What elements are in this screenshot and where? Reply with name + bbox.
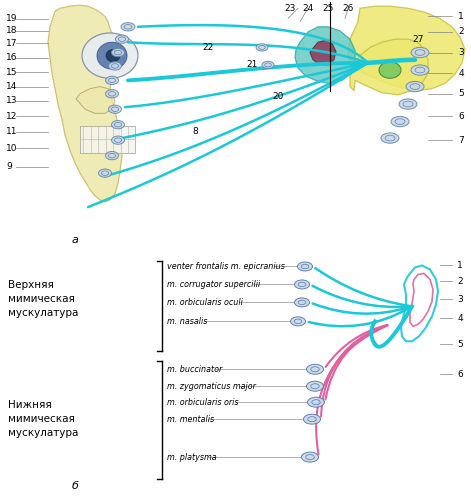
Ellipse shape bbox=[82, 33, 138, 78]
Text: 2: 2 bbox=[457, 277, 463, 286]
Ellipse shape bbox=[106, 49, 120, 62]
Ellipse shape bbox=[106, 76, 119, 84]
Text: 4: 4 bbox=[458, 69, 464, 78]
Text: 21: 21 bbox=[246, 60, 258, 69]
Text: 26: 26 bbox=[342, 4, 354, 13]
Text: 1: 1 bbox=[458, 12, 464, 21]
Text: Верхняя
мимическая
мускулатура: Верхняя мимическая мускулатура bbox=[8, 280, 78, 318]
Text: 9: 9 bbox=[6, 163, 12, 172]
Ellipse shape bbox=[379, 62, 401, 78]
Ellipse shape bbox=[256, 44, 268, 51]
Ellipse shape bbox=[262, 61, 274, 68]
Text: 4: 4 bbox=[457, 314, 463, 323]
Ellipse shape bbox=[411, 65, 429, 75]
Text: m. buccinator: m. buccinator bbox=[167, 365, 222, 374]
Text: 3: 3 bbox=[457, 295, 463, 304]
Text: 18: 18 bbox=[6, 26, 17, 35]
Text: 8: 8 bbox=[192, 127, 198, 136]
Ellipse shape bbox=[294, 298, 309, 307]
Text: m. nasalis: m. nasalis bbox=[167, 317, 207, 326]
Text: 5: 5 bbox=[457, 340, 463, 349]
Ellipse shape bbox=[381, 133, 399, 143]
Ellipse shape bbox=[108, 105, 122, 113]
Text: 22: 22 bbox=[203, 43, 214, 52]
Text: m. mentalis: m. mentalis bbox=[167, 415, 214, 424]
Ellipse shape bbox=[301, 452, 318, 462]
Text: 24: 24 bbox=[302, 4, 314, 13]
Polygon shape bbox=[295, 27, 355, 83]
Ellipse shape bbox=[294, 280, 309, 289]
Text: m. zygomaticus major: m. zygomaticus major bbox=[167, 382, 256, 391]
Text: 1: 1 bbox=[457, 261, 463, 270]
Ellipse shape bbox=[112, 136, 124, 144]
Polygon shape bbox=[48, 5, 122, 202]
Polygon shape bbox=[350, 39, 428, 95]
Ellipse shape bbox=[106, 152, 119, 160]
Polygon shape bbox=[76, 86, 115, 113]
Text: а: а bbox=[72, 235, 79, 245]
Ellipse shape bbox=[121, 22, 135, 31]
Text: m. orbicularis oculi: m. orbicularis oculi bbox=[167, 298, 243, 307]
Text: m. corrugator supercilii: m. corrugator supercilii bbox=[167, 280, 260, 289]
Polygon shape bbox=[310, 40, 336, 65]
Text: 17: 17 bbox=[6, 39, 17, 48]
Text: 14: 14 bbox=[6, 82, 17, 91]
Ellipse shape bbox=[308, 397, 325, 407]
Ellipse shape bbox=[291, 317, 306, 326]
Text: m. platysma: m. platysma bbox=[167, 453, 217, 462]
Ellipse shape bbox=[411, 47, 429, 58]
Ellipse shape bbox=[391, 116, 409, 127]
Ellipse shape bbox=[97, 42, 127, 69]
Text: 16: 16 bbox=[6, 53, 17, 62]
Text: 6: 6 bbox=[457, 370, 463, 379]
Text: 11: 11 bbox=[6, 127, 17, 136]
Ellipse shape bbox=[106, 90, 119, 98]
Polygon shape bbox=[348, 6, 465, 91]
Ellipse shape bbox=[112, 121, 124, 129]
Ellipse shape bbox=[406, 81, 424, 92]
Text: venter frontalis m. epicranius: venter frontalis m. epicranius bbox=[167, 262, 285, 271]
Text: 23: 23 bbox=[284, 4, 296, 13]
Ellipse shape bbox=[108, 62, 122, 70]
Ellipse shape bbox=[303, 414, 320, 424]
Text: 5: 5 bbox=[458, 89, 464, 98]
Text: 2: 2 bbox=[458, 27, 464, 36]
Text: 15: 15 bbox=[6, 68, 17, 77]
Ellipse shape bbox=[98, 169, 112, 177]
Text: 6: 6 bbox=[458, 112, 464, 121]
Ellipse shape bbox=[298, 262, 312, 271]
Text: 10: 10 bbox=[6, 144, 17, 153]
Ellipse shape bbox=[399, 99, 417, 109]
Text: 25: 25 bbox=[322, 4, 333, 13]
Bar bbox=[80, 126, 135, 153]
Ellipse shape bbox=[112, 48, 124, 57]
Text: 7: 7 bbox=[458, 136, 464, 145]
Text: m. orbicularis oris: m. orbicularis oris bbox=[167, 398, 238, 407]
Ellipse shape bbox=[307, 381, 324, 391]
Text: 19: 19 bbox=[6, 14, 17, 23]
Ellipse shape bbox=[307, 364, 324, 374]
Text: 20: 20 bbox=[272, 92, 284, 101]
Text: 3: 3 bbox=[458, 48, 464, 57]
Text: б: б bbox=[72, 481, 79, 491]
Text: 13: 13 bbox=[6, 96, 17, 105]
Text: Нижняя
мимическая
мускулатура: Нижняя мимическая мускулатура bbox=[8, 400, 78, 438]
Ellipse shape bbox=[115, 35, 129, 43]
Text: 27: 27 bbox=[412, 34, 424, 43]
Text: 12: 12 bbox=[6, 112, 17, 121]
